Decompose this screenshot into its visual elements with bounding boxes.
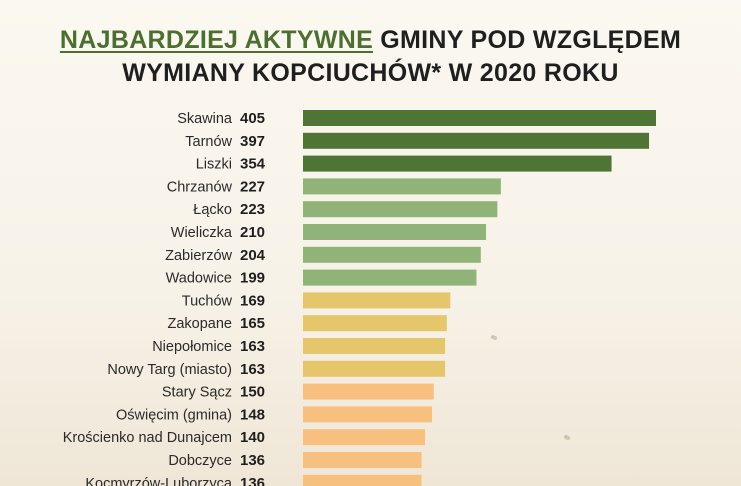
value-label: 136 — [240, 452, 265, 469]
category-label: Kocmyrzów-Luborzyca — [85, 476, 233, 486]
bar — [303, 269, 477, 286]
title-line-2: WYMIANY KOPCIUCHÓW* W 2020 ROKU — [122, 59, 619, 87]
value-label: 210 — [240, 224, 265, 241]
category-label: Krościenko nad Dunajcem — [63, 430, 232, 446]
bar — [303, 315, 447, 332]
value-label: 354 — [240, 156, 266, 173]
value-label: 405 — [240, 110, 265, 127]
bar — [303, 132, 650, 149]
value-label: 223 — [240, 201, 265, 218]
category-label: Łącko — [193, 202, 232, 218]
bar — [303, 178, 501, 195]
category-label: Oświęcim (gmina) — [116, 407, 232, 423]
category-label: Tuchów — [182, 293, 233, 309]
value-label: 199 — [240, 270, 265, 287]
bar — [303, 452, 422, 468]
value-label: 204 — [240, 247, 266, 264]
category-label: Zakopane — [168, 316, 233, 332]
category-label: Skawina — [177, 111, 233, 127]
value-label: 140 — [240, 429, 265, 446]
category-label: Wieliczka — [171, 225, 233, 241]
category-label: Dobczyce — [168, 453, 232, 469]
bar — [303, 429, 426, 446]
title-line-1: NAJBARDZIEJ AKTYWNE GMINY POD WZGLĘDEM — [0, 24, 741, 57]
decorative-speck — [490, 333, 500, 343]
bar — [303, 474, 422, 486]
category-label: Nowy Targ (miasto) — [107, 362, 232, 378]
category-label: Zabierzów — [165, 248, 232, 264]
value-label: 163 — [240, 338, 265, 355]
bar — [303, 360, 446, 377]
value-label: 397 — [240, 133, 265, 150]
category-label: Liszki — [196, 157, 232, 173]
value-label: 165 — [240, 315, 265, 332]
bar — [303, 155, 612, 172]
value-label: 169 — [240, 292, 265, 309]
bar — [303, 224, 487, 240]
category-label: Stary Sącz — [162, 385, 232, 401]
bar — [303, 406, 432, 423]
chart-title: NAJBARDZIEJ AKTYWNE GMINY POD WZGLĘDEM W… — [0, 24, 741, 90]
bar — [303, 292, 451, 309]
value-label: 150 — [240, 384, 265, 401]
decorative-speck — [563, 433, 573, 443]
category-label: Wadowice — [166, 271, 232, 287]
category-label: Chrzanów — [167, 179, 233, 195]
category-label: Niepołomice — [152, 339, 232, 355]
value-label: 136 — [240, 475, 265, 486]
value-label: 227 — [240, 178, 265, 195]
bar — [303, 246, 481, 263]
bar — [303, 383, 434, 400]
title-highlight: NAJBARDZIEJ AKTYWNE — [59, 26, 374, 54]
title-rest: GMINY POD WZGLĘDEM — [373, 26, 682, 54]
category-label: Tarnów — [185, 134, 232, 150]
bar — [303, 201, 498, 218]
bar — [303, 110, 656, 126]
value-label: 163 — [240, 361, 265, 378]
value-label: 148 — [240, 406, 265, 423]
bar — [303, 338, 446, 354]
